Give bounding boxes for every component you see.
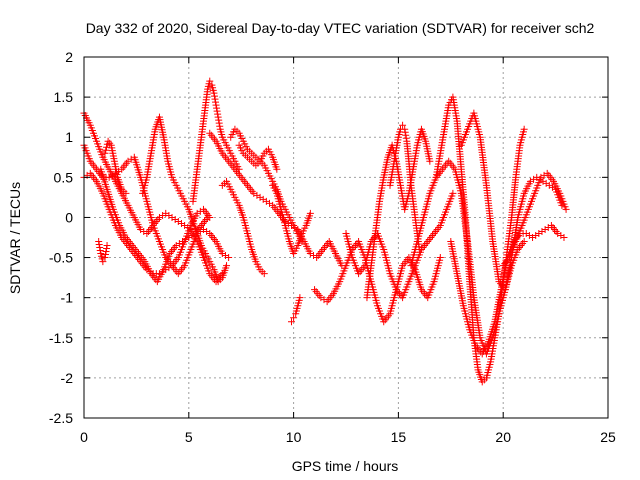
tick-labels: 0 5 10 15 20 25 -2.5 -2 -1.5 -1 -0.5 0 0.5 1 1.5 2 <box>49 49 616 445</box>
data-point <box>306 209 314 217</box>
data-point-interp <box>102 248 110 256</box>
data-point <box>399 121 407 129</box>
x-tick-label: 25 <box>600 429 616 445</box>
data-point <box>426 157 434 165</box>
data-point <box>401 125 409 133</box>
x-axis-label: GPS time / hours <box>292 458 399 474</box>
y-tick-label: 2 <box>65 49 73 65</box>
data-point-interp <box>402 131 410 139</box>
x-tick-label: 0 <box>80 429 88 445</box>
data-point <box>288 318 296 326</box>
y-tick-label: -1.5 <box>49 330 73 346</box>
data-point-interp <box>96 244 104 252</box>
data-point-interp <box>401 128 409 136</box>
data-point-interp <box>103 245 111 253</box>
y-tick-label: -2 <box>61 370 74 386</box>
data-point <box>210 89 218 97</box>
data-point-interp <box>213 107 221 115</box>
data-point-interp <box>216 122 224 130</box>
data-point <box>296 294 304 302</box>
data-point <box>290 314 298 322</box>
data-point <box>95 238 103 246</box>
x-tick-label: 10 <box>286 429 302 445</box>
data-point <box>273 165 281 173</box>
y-tick-label: -2.5 <box>49 410 73 426</box>
data-point-interp <box>95 241 103 249</box>
y-tick-label: -0.5 <box>49 250 73 266</box>
data-point-interp <box>214 110 222 118</box>
data-point-interp <box>96 247 104 255</box>
data-point-interp <box>103 143 111 151</box>
y-axis-label: SDTVAR / TECUs <box>7 182 23 294</box>
data-point-interp <box>213 104 221 112</box>
data-point-interp <box>210 92 218 100</box>
y-tick-label: 0.5 <box>54 169 74 185</box>
data-point <box>449 189 457 197</box>
data-point-interp <box>215 116 223 124</box>
axis-ticks <box>83 56 609 419</box>
data-point-interp <box>102 146 110 154</box>
data-point <box>520 238 528 246</box>
data-point <box>103 242 111 250</box>
y-tick-label: 1 <box>65 129 73 145</box>
data-point <box>204 213 212 221</box>
data-point-interp <box>211 95 219 103</box>
data-point <box>225 254 233 262</box>
y-tick-label: 1.5 <box>54 89 74 105</box>
data-point <box>122 189 130 197</box>
data-point <box>560 234 568 241</box>
data-point <box>562 205 570 213</box>
data-point <box>520 125 528 133</box>
chart-title: Day 332 of 2020, Sidereal Day-to-day VTE… <box>86 20 595 36</box>
x-tick-label: 20 <box>495 429 511 445</box>
data-point <box>101 149 109 157</box>
data-point <box>101 254 109 262</box>
data-point <box>223 262 231 270</box>
data-point <box>214 113 222 121</box>
data-point <box>99 258 107 266</box>
data-point <box>212 101 220 109</box>
y-tick-label: 0 <box>65 209 73 225</box>
y-tick-label: -1 <box>61 290 74 306</box>
x-tick-label: 15 <box>391 429 407 445</box>
data-points <box>80 77 570 386</box>
data-point-interp <box>101 251 109 259</box>
x-tick-label: 5 <box>185 429 193 445</box>
data-point <box>206 77 214 85</box>
data-point-interp <box>215 119 223 127</box>
data-point-interp <box>402 134 410 142</box>
data-point <box>436 254 444 262</box>
data-point-interp <box>212 98 220 106</box>
data-point <box>260 270 268 278</box>
plot-frame <box>83 56 609 419</box>
